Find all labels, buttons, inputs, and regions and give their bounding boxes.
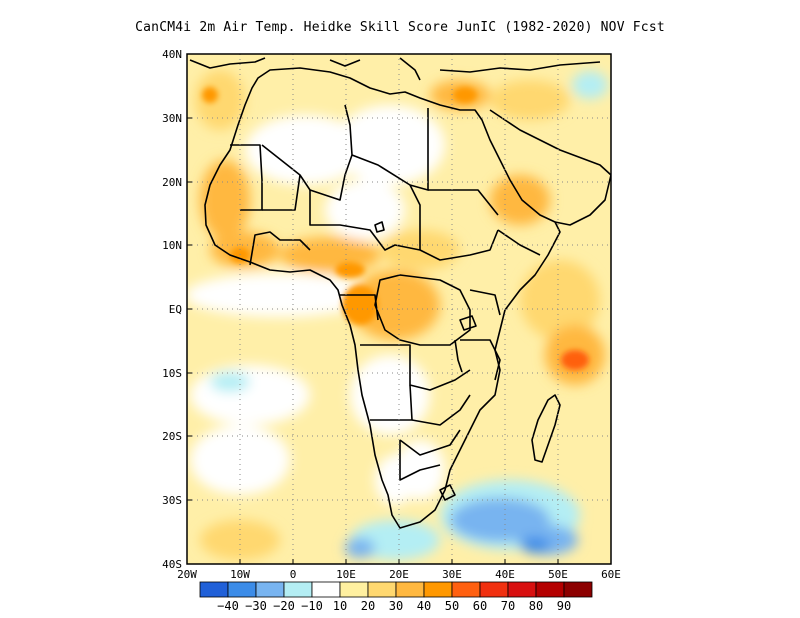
lake-victoria xyxy=(459,315,477,331)
lat-label-20s: 20S xyxy=(162,430,182,443)
country-border xyxy=(261,104,353,201)
colorbar-cell xyxy=(563,581,593,598)
lat-label-40s: 40S xyxy=(162,558,182,571)
coastlines-borders xyxy=(189,57,611,529)
lon-label-50e: 50E xyxy=(548,568,568,581)
lake-chad xyxy=(374,221,385,233)
lat-label-10s: 10S xyxy=(162,367,182,380)
country-border xyxy=(309,190,421,251)
lat-label-30n: 30N xyxy=(162,112,182,125)
field-patch xyxy=(572,71,608,99)
colorbar-cell xyxy=(367,581,397,598)
axis-ticks xyxy=(186,53,612,565)
lat-labels: 40N 30N 20N 10N EQ 10S 20S 30S 40S xyxy=(162,48,182,571)
field-patch xyxy=(195,70,245,130)
colorbar-label: 50 xyxy=(445,599,459,613)
gridlines xyxy=(187,54,611,564)
field-patch xyxy=(453,87,477,103)
lake-tanganyika xyxy=(454,339,463,373)
field-patch xyxy=(325,180,405,240)
colorbar-cell xyxy=(339,581,369,598)
country-border xyxy=(249,231,311,266)
colorbar-label: 60 xyxy=(473,599,487,613)
colorbar: −40 −30 −20 −10 10 20 30 40 50 60 70 80 90 xyxy=(199,581,593,613)
colorbar-label: −10 xyxy=(301,599,323,613)
field-patch xyxy=(375,455,415,505)
field-patch xyxy=(345,538,375,558)
field-patch xyxy=(245,115,365,185)
colorbar-label: 70 xyxy=(501,599,515,613)
colorbar-cell xyxy=(423,581,453,598)
field-patch xyxy=(350,270,440,340)
colorbar-cell xyxy=(311,581,341,598)
field-patch xyxy=(335,262,365,278)
country-border xyxy=(360,344,471,391)
country-border xyxy=(469,289,501,316)
lon-label-20w: 20W xyxy=(177,568,197,581)
lon-label-40e: 40E xyxy=(495,568,515,581)
africa-coastline xyxy=(204,67,561,529)
field-patch xyxy=(210,372,250,392)
field-patch xyxy=(520,537,550,553)
lon-labels: 20W 10W 0 10E 20E 30E 40E 50E 60E xyxy=(177,568,621,581)
country-border xyxy=(411,394,471,426)
colorbar-label: −20 xyxy=(273,599,295,613)
country-border xyxy=(428,189,499,216)
colorbar-label: 20 xyxy=(361,599,375,613)
lat-label-30s: 30S xyxy=(162,494,182,507)
field-patch xyxy=(202,87,218,103)
colorbar-cell xyxy=(507,581,537,598)
colorbar-cell xyxy=(255,581,285,598)
country-border xyxy=(399,440,441,481)
map-title: CanCM4i 2m Air Temp. Heidke Skill Score … xyxy=(135,20,665,35)
colorbar-cell xyxy=(283,581,313,598)
lon-label-10e: 10E xyxy=(336,568,356,581)
lon-label-10w: 10W xyxy=(230,568,250,581)
field-patch xyxy=(187,273,375,317)
colorbar-label: −40 xyxy=(217,599,239,613)
colorbar-cell xyxy=(227,581,257,598)
field-patch xyxy=(490,80,570,120)
colorbar-cell xyxy=(451,581,481,598)
field-patch xyxy=(280,237,380,273)
colorbar-label: 40 xyxy=(417,599,431,613)
lat-label-40n: 40N xyxy=(162,48,182,61)
country-border xyxy=(230,144,263,211)
country-border xyxy=(399,429,461,456)
colorbar-cell xyxy=(535,581,565,598)
colorbar-cell xyxy=(395,581,425,598)
colorbar-label: 90 xyxy=(557,599,571,613)
colorbar-cell xyxy=(479,581,509,598)
lat-label-20n: 20N xyxy=(162,176,182,189)
colorbar-label: 80 xyxy=(529,599,543,613)
lon-label-30e: 30E xyxy=(442,568,462,581)
lon-label-60e: 60E xyxy=(601,568,621,581)
lesotho-border xyxy=(439,484,456,501)
europe-coastline xyxy=(189,57,601,81)
lon-label-0: 0 xyxy=(290,568,297,581)
field-patch xyxy=(520,260,600,340)
field-patch xyxy=(490,175,550,225)
colorbar-label: 10 xyxy=(333,599,347,613)
field-patch xyxy=(561,350,589,370)
field-patch xyxy=(335,105,445,185)
country-border xyxy=(340,294,379,321)
country-border xyxy=(419,229,499,261)
lat-label-eq: EQ xyxy=(169,303,182,316)
lat-label-10n: 10N xyxy=(162,239,182,252)
field-patch xyxy=(190,365,310,425)
colorbar-label: −30 xyxy=(245,599,267,613)
colorbar-label: 30 xyxy=(389,599,403,613)
country-border xyxy=(374,274,471,346)
country-border xyxy=(262,174,301,211)
colorbar-cell xyxy=(199,581,229,598)
country-border xyxy=(460,339,501,381)
arabia-coastline xyxy=(489,109,611,226)
lon-label-20e: 20E xyxy=(389,568,409,581)
